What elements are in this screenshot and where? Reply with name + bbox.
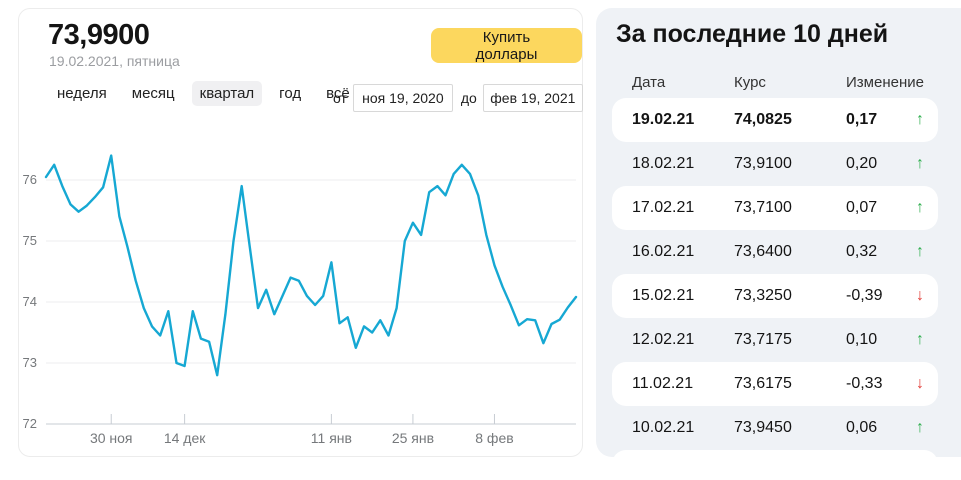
date-range: от до [333, 84, 583, 112]
cell-date: 15.02.21 [632, 287, 695, 304]
cell-change: 0,06 [846, 419, 878, 436]
range-from-input[interactable] [352, 84, 453, 112]
arrow-up-icon: ↑ [916, 199, 924, 216]
cell-rate: 73,3250 [734, 287, 792, 304]
x-axis-label: 11 янв [311, 430, 352, 446]
table-row: 19.02.21 74,0825 0,17 ↑ [612, 98, 938, 142]
cell-rate: 73,7100 [734, 199, 792, 216]
x-axis-label: 8 фев [475, 430, 513, 446]
rate-chart-svg: 76 75 74 73 72 30 ноя 14 дек 11 янв 25 янв 8 фев [23, 154, 578, 446]
column-date: Дата [632, 73, 666, 91]
cell-change: 0,07 [846, 199, 878, 216]
cell-date: 16.02.21 [632, 243, 695, 260]
cell-rate: 73,7175 [734, 331, 792, 348]
cell-change: 0,20 [846, 155, 878, 172]
cell-rate: 74,0825 [734, 111, 792, 128]
tab-5[interactable]: всё [326, 85, 350, 102]
tab-3[interactable]: квартал [191, 81, 263, 106]
tab-4[interactable]: год [279, 85, 302, 102]
y-axis-label: 75 [23, 233, 37, 248]
table-row: 17.02.21 73,7100 0,07 ↑ [612, 186, 938, 230]
y-axis-label: 73 [23, 355, 37, 370]
table-row: 11.02.21 73,6175 -0,33 ↓ [612, 362, 938, 406]
arrow-up-icon: ↑ [916, 419, 924, 436]
table-row: 18.02.21 73,9100 0,20 ↑ [612, 142, 938, 186]
cell-date: 12.02.21 [632, 331, 695, 348]
cell-change: 0,17 [846, 111, 878, 128]
cell-date: 19.02.21 [632, 111, 695, 128]
cell-rate: 73,9100 [734, 155, 792, 172]
x-axis-label: 30 ноя [90, 430, 133, 446]
tab-1[interactable]: неделя [57, 85, 107, 102]
arrow-up-icon: ↑ [916, 155, 924, 172]
x-axis-label: 14 дек [164, 430, 206, 446]
cell-change: -0,33 [846, 375, 883, 392]
rate-card: 73,9900 19.02.2021, пятница Купить долла… [18, 8, 583, 457]
cell-date: 18.02.21 [632, 155, 695, 172]
table-row: 12.02.21 73,7175 0,10 ↑ [612, 318, 938, 362]
period-tabs: неделя месяц квартал год всё [49, 81, 358, 106]
y-axis-label: 74 [23, 294, 37, 309]
panel-title: За последние 10 дней [616, 20, 889, 48]
cell-change: 0,32 [846, 243, 878, 260]
arrow-up-icon: ↑ [916, 111, 924, 128]
column-rate: Курс [734, 73, 766, 91]
y-axis-label: 76 [23, 172, 37, 187]
current-rate: 73,9900 [48, 19, 150, 51]
cell-rate: 73,9450 [734, 419, 792, 436]
buy-dollars-button[interactable]: Купить доллары [431, 28, 582, 63]
rates-table: 19.02.21 74,0825 0,17 ↑ 18.02.21 73,9100 0,20 ↑… [612, 98, 938, 480]
cell-change: -0,39 [846, 287, 883, 304]
cell-date: 11.02.21 [632, 375, 694, 392]
cell-date: 17.02.21 [632, 199, 695, 216]
cell-rate: 73,6400 [734, 243, 792, 260]
table-row: 10.02.21 73,9450 0,06 ↑ [612, 406, 938, 450]
arrow-up-icon: ↑ [916, 243, 924, 260]
last-10-days-panel: За последние 10 дней Дата Курс Изменение… [596, 8, 961, 480]
arrow-down-icon: ↓ [916, 287, 924, 304]
rate-line [44, 154, 578, 377]
cell-change: 0,10 [846, 331, 878, 348]
arrow-down-icon: ↓ [916, 375, 924, 392]
cell-rate: 73,6175 [734, 375, 792, 392]
y-axis-label: 72 [23, 416, 37, 431]
table-row: 16.02.21 73,6400 0,32 ↑ [612, 230, 938, 274]
rate-date: 19.02.2021, пятница [49, 53, 180, 69]
table-header: Дата Курс Изменение [632, 72, 932, 92]
range-to-input[interactable] [482, 84, 583, 112]
table-row-partial [612, 450, 938, 480]
range-to-label: до [460, 90, 477, 106]
table-row: 15.02.21 73,3250 -0,39 ↓ [612, 274, 938, 318]
arrow-up-icon: ↑ [916, 331, 924, 348]
rate-chart[interactable]: 76 75 74 73 72 30 ноя 14 дек 11 янв 25 янв 8 фев [19, 134, 582, 451]
tab-2[interactable]: месяц [131, 85, 175, 102]
column-change: Изменение [846, 73, 924, 91]
cell-date: 10.02.21 [632, 419, 695, 436]
x-axis-label: 25 янв [392, 430, 434, 446]
range-from-label: от [333, 90, 347, 106]
